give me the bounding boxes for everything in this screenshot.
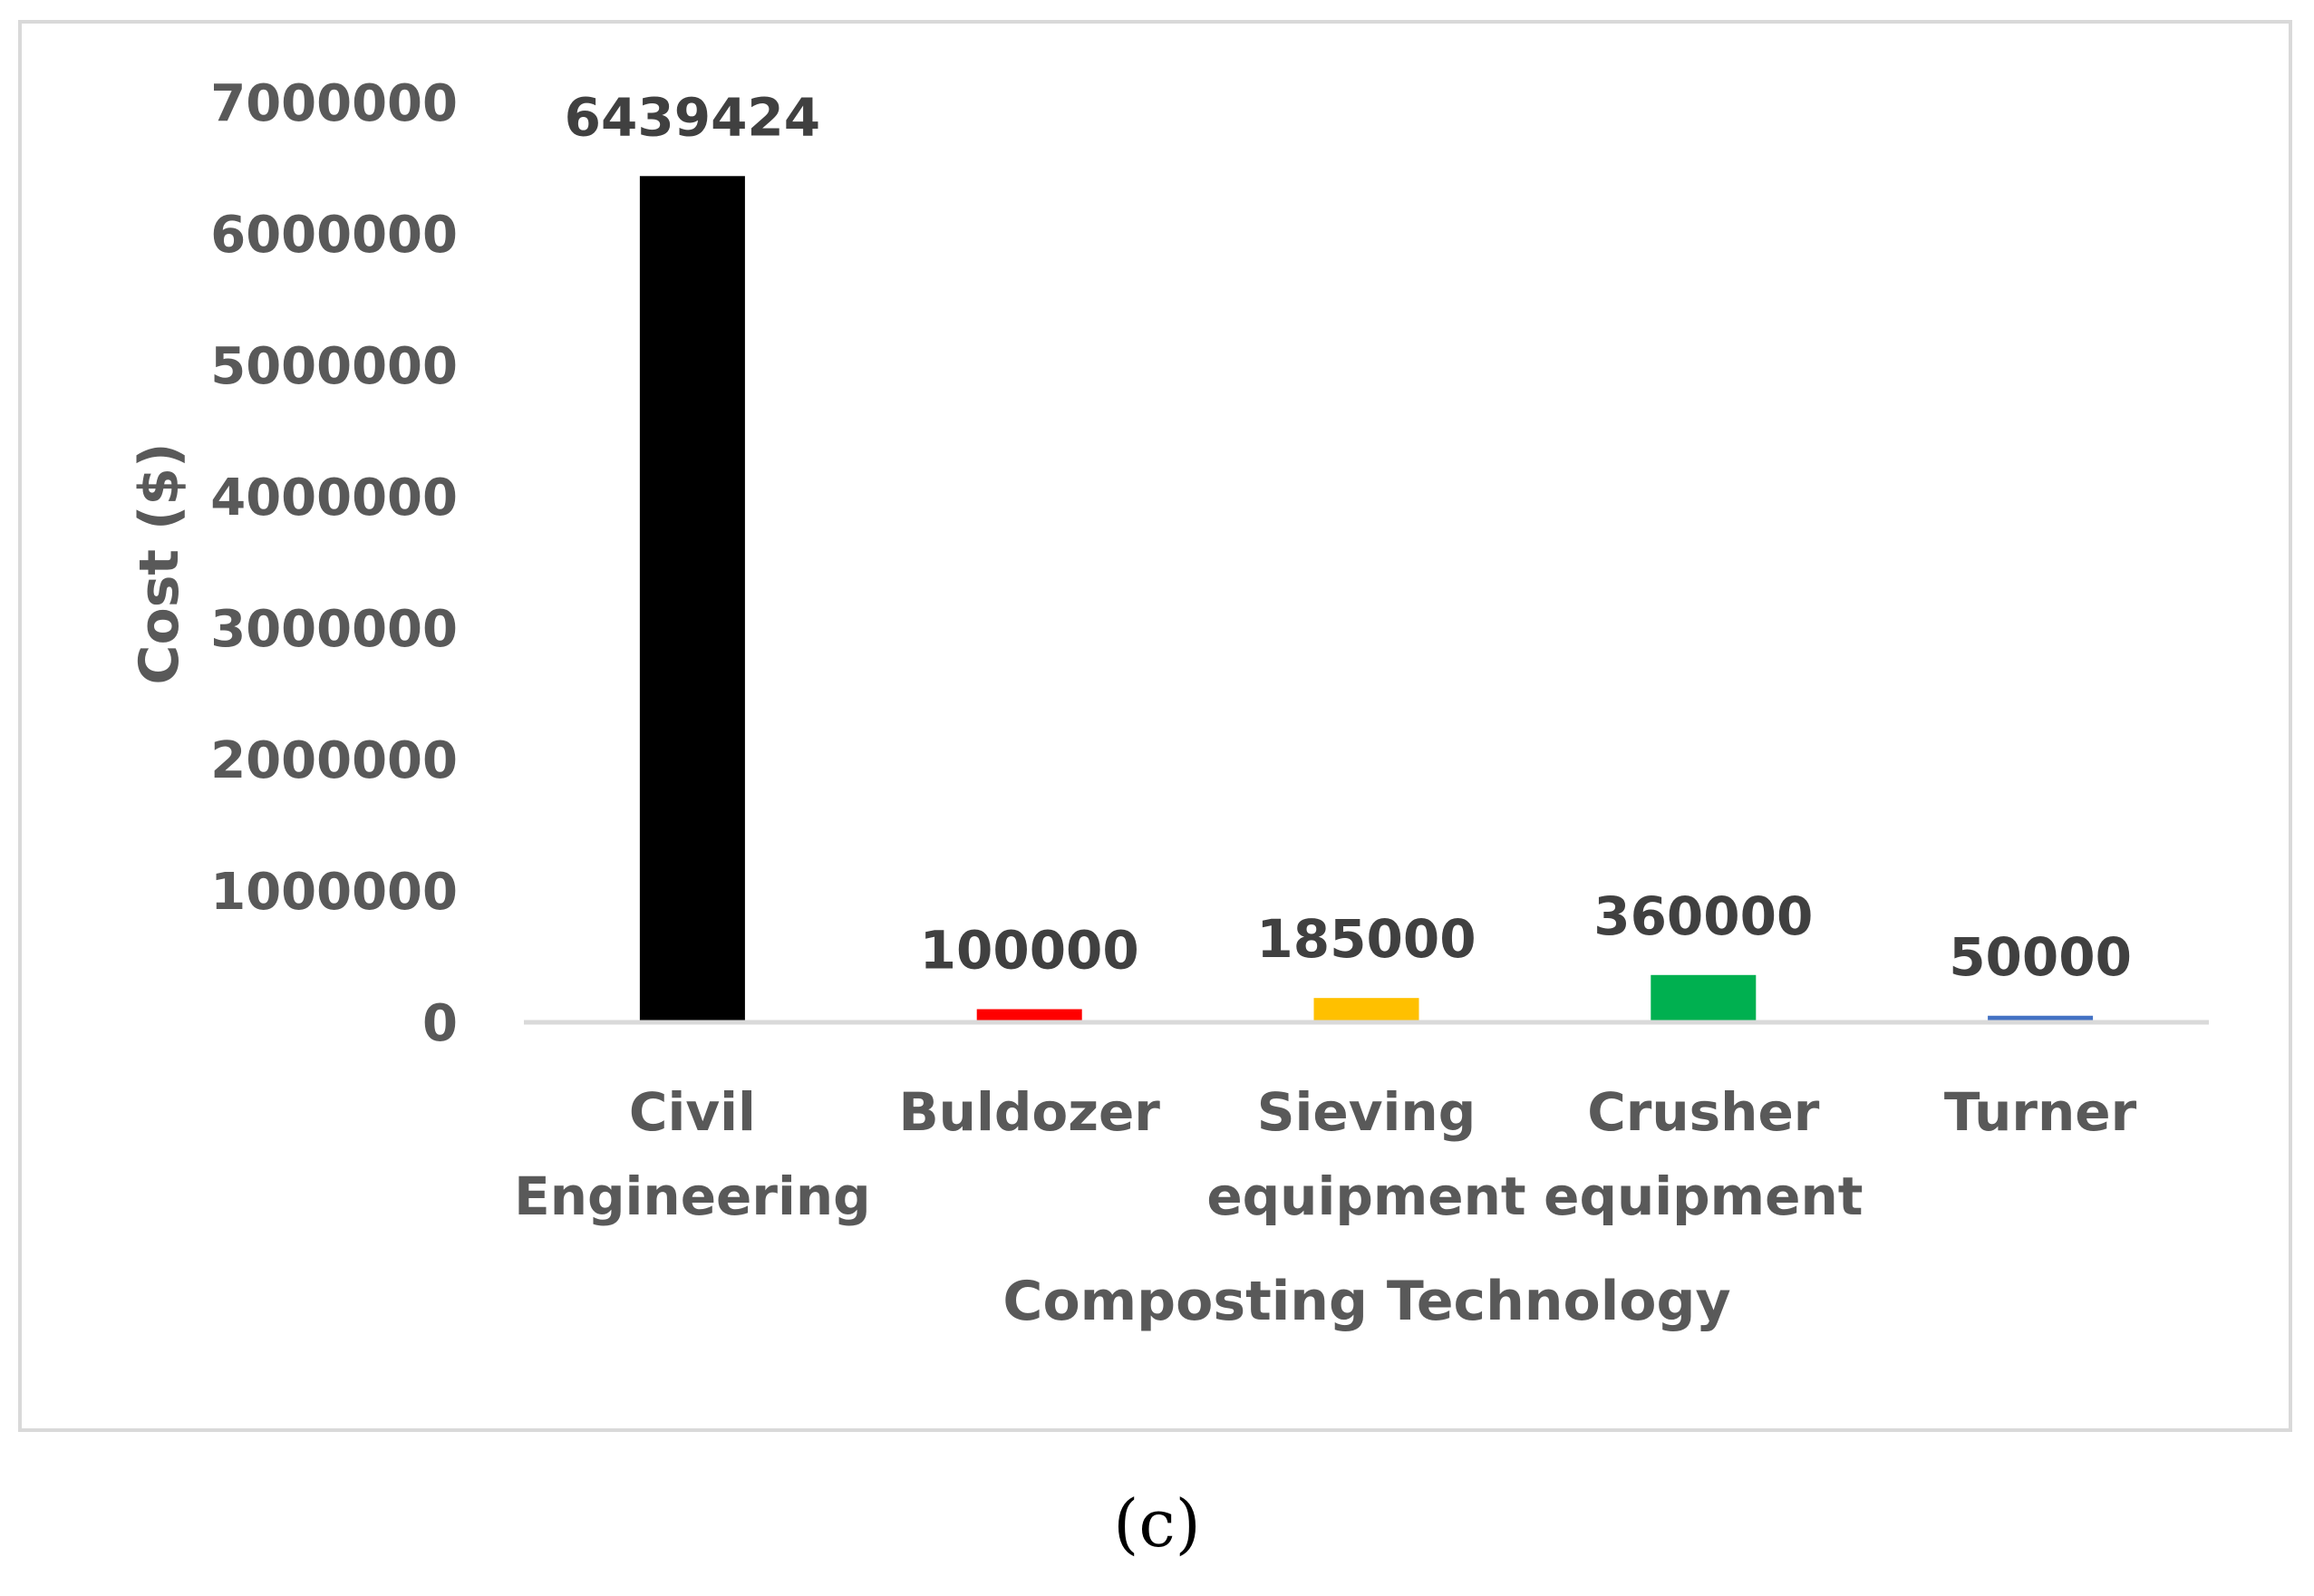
category-label-line: Engineering <box>514 1166 871 1227</box>
bars <box>639 176 2094 1023</box>
category-label: Civil Engineering <box>514 1081 871 1227</box>
panel-label: (c) <box>1113 1485 1201 1562</box>
y-tick-label: 7000000 <box>210 74 458 133</box>
bar <box>1313 998 1419 1022</box>
category-label-line: Sieving <box>1257 1081 1477 1143</box>
category-label: Buldozer <box>898 1081 1160 1143</box>
category-label: Turner <box>1944 1081 2137 1143</box>
bar <box>639 176 745 1023</box>
y-axis-ticks: 0 1000000 2000000 3000000 4000000 5000000 6000… <box>210 74 458 1053</box>
data-label: 6439424 <box>565 86 821 148</box>
category-label-line: equipment <box>1544 1166 1863 1227</box>
y-tick-label: 6000000 <box>210 206 458 265</box>
y-tick-label: 5000000 <box>210 337 458 396</box>
category-label: Sieving equipment <box>1206 1081 1525 1227</box>
bar <box>1988 1015 2094 1022</box>
category-label-line: Buldozer <box>898 1081 1160 1143</box>
data-labels: 6439424 100000 185000 360000 50000 <box>565 86 2132 987</box>
data-label: 50000 <box>1949 926 2132 988</box>
y-tick-label: 2000000 <box>210 731 458 790</box>
category-label-line: Crusher <box>1587 1081 1820 1143</box>
y-tick-label: 0 <box>422 994 458 1053</box>
data-label: 185000 <box>1256 908 1476 970</box>
y-axis-title: Cost ($) <box>128 442 191 684</box>
category-label-line: equipment <box>1206 1166 1525 1227</box>
y-tick-label: 4000000 <box>210 469 458 527</box>
category-labels: Civil Engineering Buldozer Sieving equipment… <box>514 1081 2137 1227</box>
bar <box>976 1009 1082 1022</box>
bar <box>1651 974 1757 1022</box>
y-tick-label: 1000000 <box>210 863 458 922</box>
category-label: Crusher equipment <box>1544 1081 1863 1227</box>
x-axis-title: Composting Technology <box>1002 1270 1730 1333</box>
data-label: 100000 <box>920 920 1139 982</box>
data-label: 360000 <box>1593 885 1813 947</box>
category-label-line: Civil <box>629 1081 756 1143</box>
chart-frame <box>18 20 2292 1432</box>
y-tick-label: 3000000 <box>210 600 458 659</box>
category-label-line: Turner <box>1944 1081 2137 1143</box>
